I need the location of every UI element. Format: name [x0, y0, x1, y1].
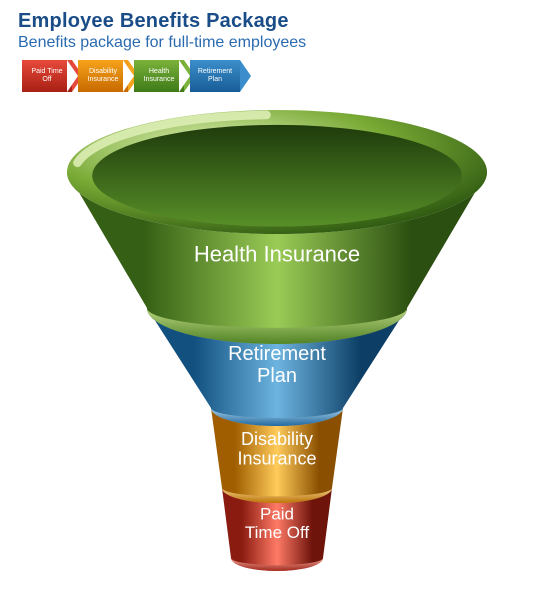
funnel-label-disability-insurance: Disability — [241, 429, 313, 449]
legend-chevron: Retirement Plan — [186, 60, 240, 92]
funnel-label-retirement-plan: Plan — [257, 365, 297, 387]
funnel-label-disability-insurance: Insurance — [237, 449, 316, 469]
funnel-label-paid-time-off: Time Off — [245, 523, 310, 542]
legend-chevron: Health Insurance — [130, 60, 184, 92]
legend-label: Disability Insurance — [80, 60, 126, 92]
legend-chevron: Disability Insurance — [74, 60, 128, 92]
funnel-label-health-insurance: Health Insurance — [194, 242, 360, 267]
funnel-label-retirement-plan: Retirement — [228, 343, 326, 365]
legend-row: Paid Time Off Disability Insurance Health … — [18, 60, 242, 96]
legend-chevron: Paid Time Off — [18, 60, 72, 92]
page-title: Employee Benefits Package — [18, 10, 289, 33]
funnel-chart: Health Insurance RetirementPlan Disability… — [57, 108, 497, 588]
legend-label: Paid Time Off — [24, 60, 70, 92]
page-subtitle: Benefits package for full-time employees — [18, 34, 306, 52]
funnel-label-paid-time-off: Paid — [260, 504, 294, 523]
legend-label: Health Insurance — [136, 60, 182, 92]
legend-label: Retirement Plan — [192, 60, 238, 92]
